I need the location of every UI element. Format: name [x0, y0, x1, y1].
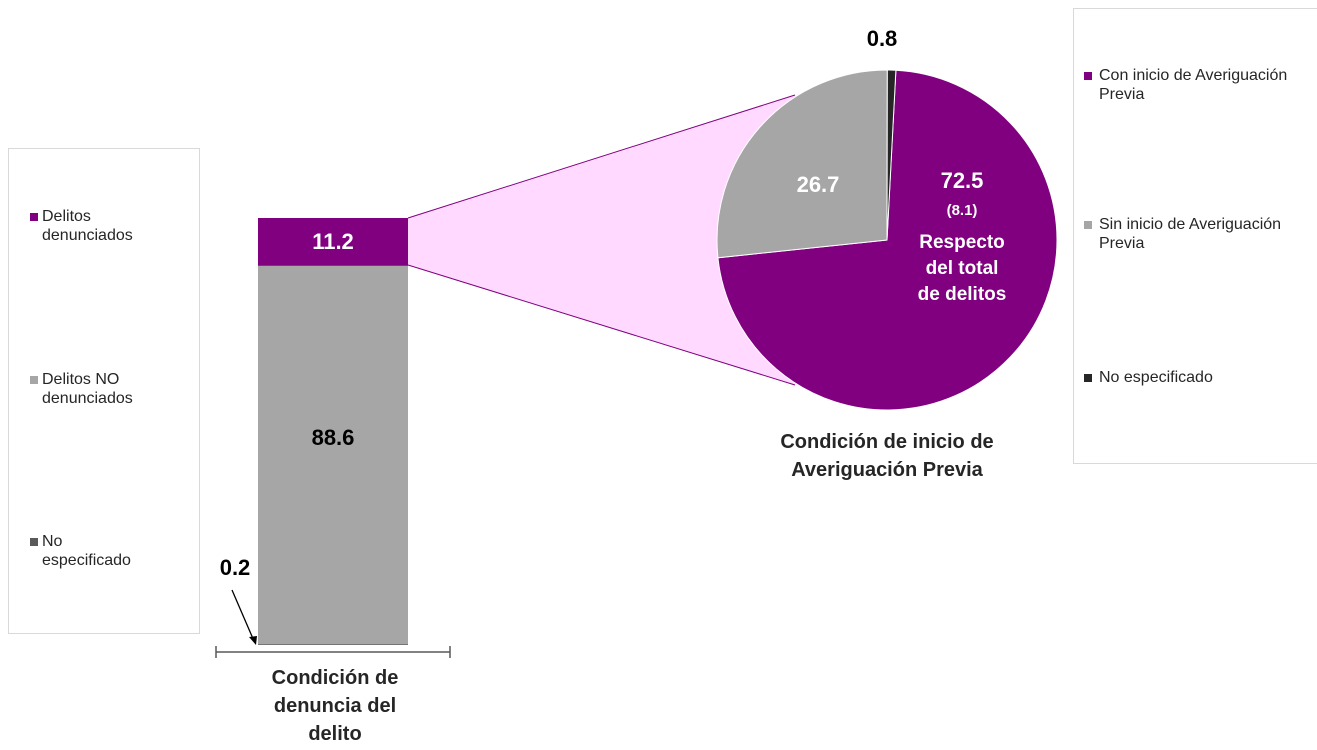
bar-segment	[258, 218, 408, 266]
connector-line	[407, 94, 796, 219]
annotation: Respecto del total de delitos	[917, 232, 1007, 305]
connector-line	[407, 264, 796, 386]
legend-swatch	[30, 213, 38, 221]
legend-label: Con inicio de Averiguación Previa	[1099, 67, 1288, 104]
data-label: 26.7	[796, 172, 840, 197]
legend-swatch	[30, 376, 38, 384]
data-label: 0.8	[866, 26, 898, 51]
legend	[1073, 8, 1317, 464]
legend-swatch	[30, 538, 38, 546]
legend-label: Delitos NO denunciados	[42, 371, 133, 408]
label-arrow	[231, 589, 255, 642]
data-label: 11.2	[312, 228, 354, 254]
legend-label: No especificado	[1099, 369, 1213, 386]
data-label: 72.5	[940, 168, 984, 193]
x-tick-label: Condición de denuncia del delito	[271, 667, 399, 745]
legend-label: Delitos denunciados	[42, 208, 133, 245]
data-label: 0.2	[219, 555, 251, 580]
legend-label: No especificado	[42, 533, 131, 570]
legend	[8, 148, 200, 634]
legend-swatch	[1084, 72, 1092, 80]
data-label: 88.6	[311, 424, 355, 450]
pie-slice	[716, 69, 888, 259]
legend-swatch	[1084, 221, 1092, 229]
legend-label: Sin inicio de Averiguación Previa	[1099, 216, 1282, 253]
annotation: (8.1)	[946, 202, 978, 219]
chart-title: Condición de inicio de Averiguación Prev…	[780, 431, 994, 481]
pie-slice	[886, 69, 897, 241]
label-arrow-head	[249, 636, 257, 645]
legend-swatch	[1084, 374, 1092, 382]
bar-segment	[258, 265, 408, 645]
bar-segment	[258, 644, 408, 645]
